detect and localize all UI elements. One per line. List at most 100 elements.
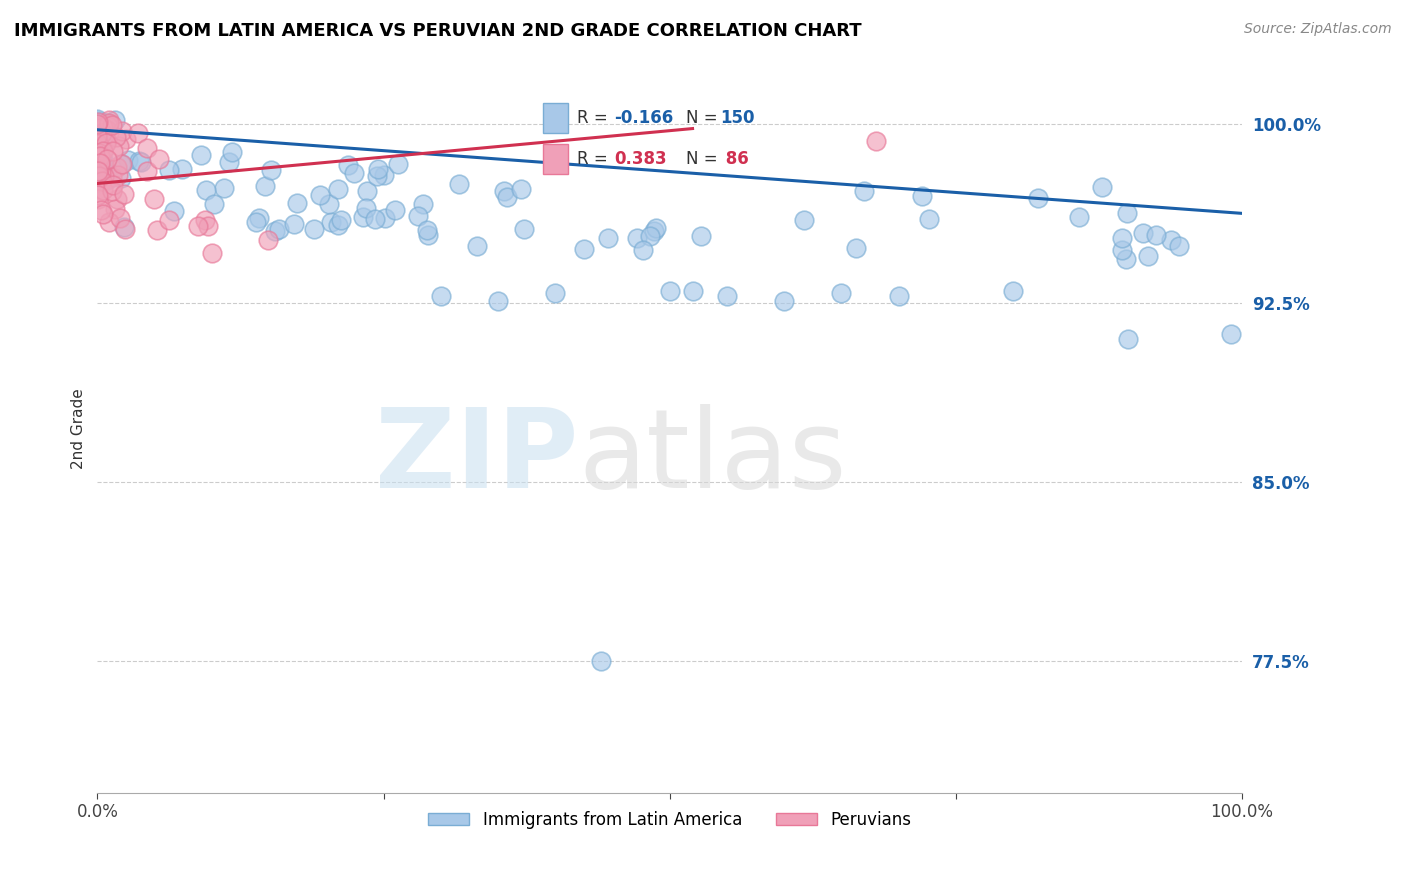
Point <box>87 114 110 128</box>
Point <box>101 118 124 132</box>
Point <box>97 120 120 134</box>
Point <box>112 219 135 234</box>
Point <box>87 136 110 150</box>
Point <box>1002 284 1025 298</box>
Point <box>91 144 114 158</box>
Point <box>105 192 128 206</box>
Point <box>146 223 169 237</box>
Point <box>89 128 111 142</box>
Point <box>89 119 111 133</box>
Point <box>148 153 170 167</box>
Point <box>86 130 108 145</box>
Point <box>319 215 342 229</box>
Point <box>201 246 224 260</box>
Point <box>87 137 110 152</box>
Point <box>1136 249 1159 263</box>
Point <box>87 129 110 144</box>
Point <box>98 215 121 229</box>
Point <box>89 174 111 188</box>
Point <box>104 130 127 145</box>
Point <box>247 211 270 226</box>
Point <box>326 218 349 232</box>
Point <box>887 289 910 303</box>
Point <box>86 136 108 151</box>
Point <box>86 166 108 180</box>
Point <box>93 155 115 169</box>
Point <box>87 170 110 185</box>
Point <box>87 169 110 183</box>
Point <box>107 139 129 153</box>
Point <box>194 212 217 227</box>
Point <box>343 166 366 180</box>
Point <box>87 162 110 177</box>
Point <box>89 151 111 165</box>
Point <box>865 134 887 148</box>
Point <box>86 112 108 126</box>
Point <box>87 119 110 133</box>
Point <box>218 155 240 169</box>
Point <box>87 119 110 133</box>
Point <box>114 132 136 146</box>
Point <box>352 211 374 225</box>
Point <box>93 166 115 180</box>
Point <box>129 154 152 169</box>
Point <box>101 178 124 192</box>
Point <box>90 157 112 171</box>
Point <box>89 154 111 169</box>
Point <box>86 119 108 133</box>
Point <box>86 133 108 147</box>
Point <box>1091 180 1114 194</box>
Point <box>374 211 396 225</box>
Point <box>716 289 738 303</box>
Point <box>1144 227 1167 242</box>
Point <box>269 222 291 236</box>
Point <box>86 169 108 184</box>
Point <box>110 211 132 225</box>
Point <box>110 157 132 171</box>
Point <box>337 158 360 172</box>
Point <box>830 286 852 301</box>
Point <box>918 212 941 227</box>
Point <box>96 133 118 147</box>
Point <box>110 170 132 185</box>
Point <box>356 184 378 198</box>
Point <box>87 135 110 149</box>
Point <box>87 136 110 150</box>
Point <box>86 182 108 196</box>
Point <box>285 195 308 210</box>
Point <box>93 128 115 142</box>
Point <box>94 161 117 175</box>
Point <box>86 114 108 128</box>
Point <box>97 116 120 130</box>
Point <box>596 230 619 244</box>
Point <box>326 182 349 196</box>
Point <box>1167 239 1189 253</box>
Point <box>87 153 110 167</box>
Point <box>387 157 409 171</box>
Point <box>86 137 108 152</box>
Point <box>87 173 110 187</box>
Point <box>572 242 595 256</box>
Point <box>509 182 531 196</box>
Point <box>1067 210 1090 224</box>
Point <box>1111 243 1133 257</box>
Legend: Immigrants from Latin America, Peruvians: Immigrants from Latin America, Peruvians <box>422 804 918 835</box>
Point <box>90 150 112 164</box>
Point <box>354 201 377 215</box>
Point <box>86 117 108 131</box>
Point <box>1132 226 1154 240</box>
Point <box>90 166 112 180</box>
Point <box>406 210 429 224</box>
Point <box>364 212 387 227</box>
Point <box>1115 252 1137 266</box>
Point <box>157 162 180 177</box>
Text: atlas: atlas <box>578 404 846 511</box>
Point <box>257 233 280 247</box>
Point <box>89 174 111 188</box>
Point <box>86 166 108 180</box>
Point <box>373 168 395 182</box>
Point <box>89 159 111 173</box>
Point <box>105 160 128 174</box>
Point <box>86 136 108 151</box>
Point <box>87 163 110 178</box>
